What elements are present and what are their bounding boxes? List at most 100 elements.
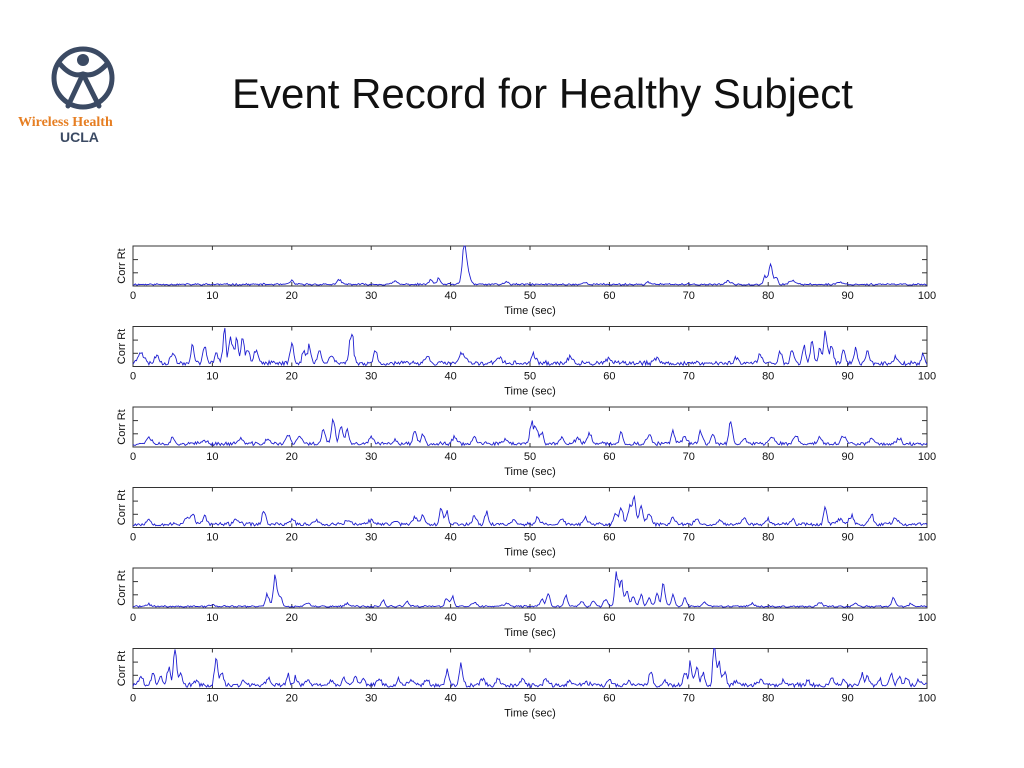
y-axis-label: Corr Rt xyxy=(116,329,128,364)
x-tick-label: 90 xyxy=(841,371,853,383)
x-tick-label: 70 xyxy=(683,290,695,302)
x-tick-label: 20 xyxy=(286,290,298,302)
subplot-1: 0 10 20 30 40 50 60 70 80 90 100 Time (sec) Corr Rt xyxy=(116,245,936,317)
x-tick-label: 30 xyxy=(365,451,377,463)
x-tick-label: 20 xyxy=(286,451,298,463)
x-tick-label: 80 xyxy=(762,532,774,544)
x-tick-label: 10 xyxy=(206,612,218,624)
x-tick-label: 30 xyxy=(365,693,377,705)
x-tick-label: 40 xyxy=(444,451,456,463)
x-tick-label: 80 xyxy=(762,451,774,463)
x-tick-label: 20 xyxy=(286,693,298,705)
logo-figure-icon xyxy=(51,46,115,110)
x-tick-label: 50 xyxy=(524,371,536,383)
x-tick-label: 10 xyxy=(206,532,218,544)
x-tick-label: 70 xyxy=(683,532,695,544)
x-tick-label: 10 xyxy=(206,693,218,705)
series-line xyxy=(132,327,928,367)
subplot-2: 0 10 20 30 40 50 60 70 80 90 100 Time (sec) Corr Rt xyxy=(116,326,936,398)
wireless-health-ucla-logo: Wireless Health UCLA xyxy=(12,42,162,152)
plot-frame xyxy=(132,567,928,609)
x-tick-label: 20 xyxy=(286,532,298,544)
x-tick-label: 0 xyxy=(130,451,136,463)
series-line xyxy=(132,417,928,447)
x-tick-label: 70 xyxy=(683,612,695,624)
x-tick-label: 60 xyxy=(603,290,615,302)
x-tick-label: 50 xyxy=(524,290,536,302)
x-tick-label: 50 xyxy=(524,532,536,544)
x-tick-label: 100 xyxy=(918,532,936,544)
x-tick-label: 70 xyxy=(683,693,695,705)
x-tick-label: 80 xyxy=(762,693,774,705)
y-axis-label: Corr Rt xyxy=(116,409,128,444)
x-tick-label: 50 xyxy=(524,693,536,705)
x-tick-label: 40 xyxy=(444,371,456,383)
x-tick-label: 90 xyxy=(841,451,853,463)
x-tick-label: 10 xyxy=(206,290,218,302)
slide-title: Event Record for Healthy Subject xyxy=(232,70,853,117)
subplot-3: 0 10 20 30 40 50 60 70 80 90 100 Time (sec) Corr Rt xyxy=(116,406,936,478)
plot-frame xyxy=(132,648,928,689)
series-line xyxy=(132,245,928,287)
plot-frame xyxy=(132,487,928,528)
x-tick-label: 0 xyxy=(130,532,136,544)
subplot-4: 0 10 20 30 40 50 60 70 80 90 100 Time (sec) Corr Rt xyxy=(116,487,936,559)
logo-text-line2: UCLA xyxy=(60,129,99,145)
x-tick-label: 100 xyxy=(918,693,936,705)
x-tick-label: 50 xyxy=(524,451,536,463)
x-tick-label: 100 xyxy=(918,290,936,302)
x-tick-label: 30 xyxy=(365,371,377,383)
x-tick-label: 40 xyxy=(444,693,456,705)
x-tick-label: 0 xyxy=(130,290,136,302)
x-tick-label: 100 xyxy=(918,612,936,624)
series-line xyxy=(132,494,928,528)
x-tick-label: 80 xyxy=(762,612,774,624)
plot-frame xyxy=(132,245,928,287)
x-tick-label: 80 xyxy=(762,290,774,302)
x-tick-label: 20 xyxy=(286,612,298,624)
x-axis-label: Time (sec) xyxy=(504,305,556,317)
x-tick-label: 40 xyxy=(444,532,456,544)
x-axis-label: Time (sec) xyxy=(504,708,556,720)
x-axis-label: Time (sec) xyxy=(504,627,556,639)
x-axis-label: Time (sec) xyxy=(504,466,556,478)
x-tick-label: 60 xyxy=(603,612,615,624)
x-tick-label: 90 xyxy=(841,532,853,544)
x-tick-label: 30 xyxy=(365,532,377,544)
subplot-6: 0 10 20 30 40 50 60 70 80 90 100 Time (sec) Corr Rt xyxy=(116,648,936,720)
y-axis-label: Corr Rt xyxy=(116,490,128,525)
x-tick-label: 60 xyxy=(603,532,615,544)
x-tick-label: 100 xyxy=(918,451,936,463)
series-line xyxy=(132,571,928,608)
x-tick-label: 60 xyxy=(603,371,615,383)
x-tick-label: 10 xyxy=(206,371,218,383)
x-tick-label: 10 xyxy=(206,451,218,463)
x-axis-label: Time (sec) xyxy=(504,386,556,398)
x-tick-label: 100 xyxy=(918,371,936,383)
x-tick-label: 40 xyxy=(444,612,456,624)
x-tick-label: 60 xyxy=(603,451,615,463)
x-tick-label: 30 xyxy=(365,290,377,302)
series-line xyxy=(132,648,928,689)
x-tick-label: 60 xyxy=(603,693,615,705)
y-axis-label: Corr Rt xyxy=(116,248,128,283)
x-tick-label: 40 xyxy=(444,290,456,302)
x-tick-label: 70 xyxy=(683,371,695,383)
x-tick-label: 90 xyxy=(841,693,853,705)
logo-text-line1: Wireless Health xyxy=(18,115,113,130)
x-tick-label: 50 xyxy=(524,612,536,624)
logo-graphic: Wireless Health UCLA xyxy=(18,46,115,145)
x-axis-label: Time (sec) xyxy=(504,547,556,559)
x-tick-label: 70 xyxy=(683,451,695,463)
x-tick-label: 0 xyxy=(130,693,136,705)
x-tick-label: 30 xyxy=(365,612,377,624)
y-axis-label: Corr Rt xyxy=(116,651,128,686)
x-tick-label: 0 xyxy=(130,371,136,383)
x-tick-label: 90 xyxy=(841,612,853,624)
x-tick-label: 80 xyxy=(762,371,774,383)
x-tick-label: 20 xyxy=(286,371,298,383)
subplot-5: 0 10 20 30 40 50 60 70 80 90 100 Time (sec) Corr Rt xyxy=(116,567,936,639)
y-axis-label: Corr Rt xyxy=(116,570,128,605)
x-tick-label: 90 xyxy=(841,290,853,302)
